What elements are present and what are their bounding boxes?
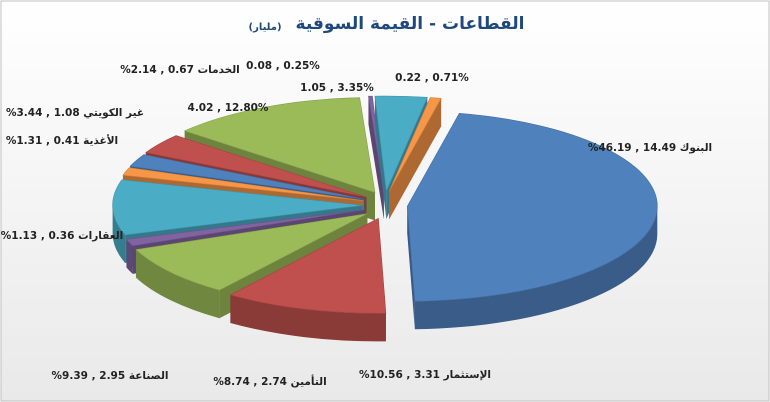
slice-wall bbox=[112, 205, 126, 263]
data-label: 0.08 , 0.25% bbox=[246, 60, 320, 72]
slice bbox=[407, 113, 658, 302]
slice bbox=[112, 179, 363, 236]
data-label: العقارات 0.36 , 1.13% bbox=[1, 230, 124, 242]
data-label: التأمين 2.74 , 8.74% bbox=[213, 374, 326, 388]
slice-wall bbox=[230, 294, 386, 342]
slice-side bbox=[389, 98, 442, 220]
data-label: 1.05 , 3.35% bbox=[300, 82, 374, 94]
slice-wall bbox=[414, 206, 658, 330]
data-label: الأغذية 0.41 , 1.31% bbox=[6, 134, 118, 147]
slice-wall bbox=[126, 239, 133, 274]
slice bbox=[129, 154, 365, 200]
slice bbox=[388, 97, 442, 192]
slice bbox=[374, 95, 428, 193]
pie bbox=[112, 95, 658, 342]
slice bbox=[145, 135, 367, 198]
slice bbox=[135, 213, 368, 291]
slice bbox=[368, 95, 385, 192]
slice bbox=[229, 217, 387, 314]
slice bbox=[122, 167, 364, 201]
data-label: 0.22 , 0.71% bbox=[395, 72, 469, 84]
data-label: البنوك 14.49 , 46.19% bbox=[588, 142, 712, 154]
slice bbox=[183, 97, 376, 193]
data-label: غير الكويتي 1.08 , 3.44% bbox=[6, 107, 144, 119]
slice-side bbox=[407, 206, 415, 330]
data-label: 4.02 , 12.80% bbox=[188, 102, 269, 114]
data-label: الإستثمار 3.31 , 10.56% bbox=[359, 369, 491, 381]
slice-side bbox=[368, 96, 384, 220]
chart-unit: (مليار) bbox=[248, 22, 281, 33]
slice-wall bbox=[135, 249, 220, 319]
chart-title: القطاعات - القيمة السوقية bbox=[296, 14, 525, 34]
data-label: الصناعة 2.95 , 9.39% bbox=[52, 370, 169, 382]
slice-side bbox=[374, 96, 387, 220]
data-label: الخدمات 0.67 , 2.14% bbox=[120, 64, 240, 76]
slice bbox=[125, 209, 365, 247]
